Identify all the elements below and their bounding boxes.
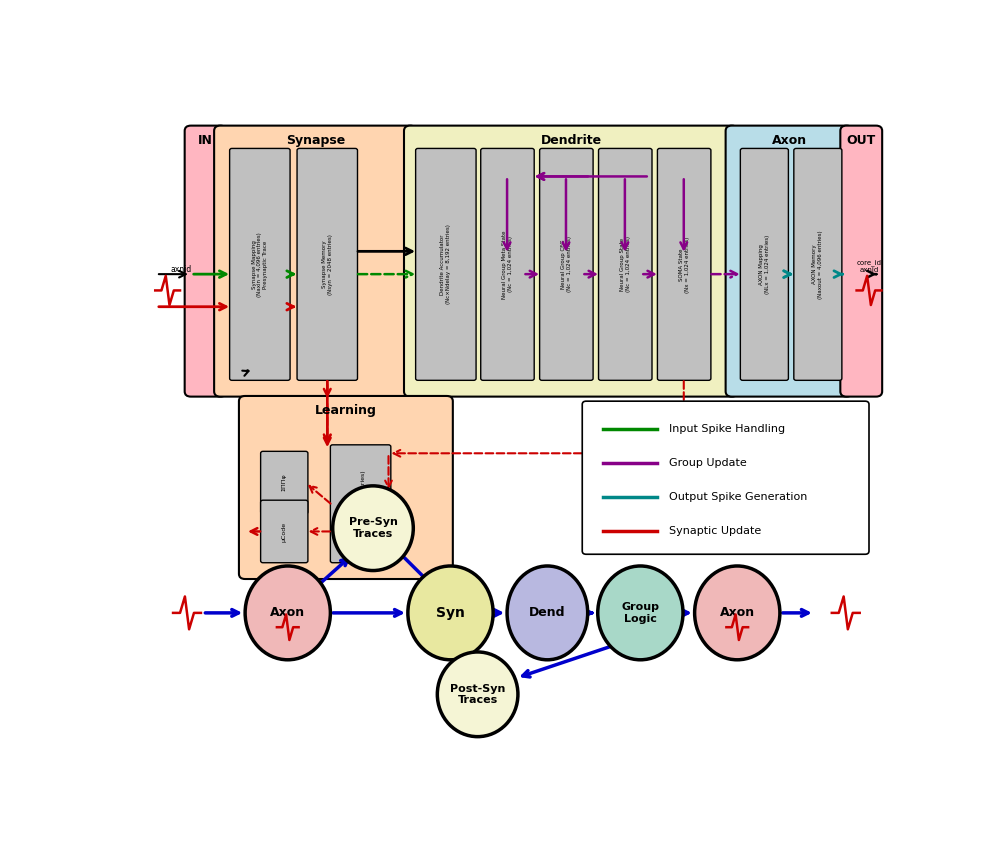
Text: Dend: Dend <box>529 607 566 619</box>
Text: Axon: Axon <box>772 135 807 147</box>
FancyBboxPatch shape <box>330 445 391 563</box>
FancyBboxPatch shape <box>416 148 476 381</box>
Text: Dendrite: Dendrite <box>540 135 602 147</box>
Text: OUT: OUT <box>847 135 876 147</box>
Text: Axon: Axon <box>270 607 305 619</box>
Text: Neural Group Meta State
(Nc = 1,024 entries): Neural Group Meta State (Nc = 1,024 entr… <box>502 230 513 299</box>
Text: Neural Group State
(Nc = 1,024 entries): Neural Group State (Nc = 1,024 entries) <box>620 236 631 293</box>
Text: core_id
axnid: core_id axnid <box>856 259 882 272</box>
FancyBboxPatch shape <box>261 451 308 514</box>
FancyBboxPatch shape <box>840 125 882 397</box>
FancyBboxPatch shape <box>540 148 593 381</box>
FancyBboxPatch shape <box>726 125 853 397</box>
Text: IN: IN <box>198 135 213 147</box>
FancyBboxPatch shape <box>230 148 290 381</box>
FancyBboxPatch shape <box>239 396 453 579</box>
FancyBboxPatch shape <box>657 148 711 381</box>
Ellipse shape <box>437 652 518 737</box>
Text: ΣΠΠφ: ΣΠΠφ <box>282 474 287 492</box>
FancyBboxPatch shape <box>185 125 227 397</box>
Text: Synapse Memory
(Nsyn = 2048 entries): Synapse Memory (Nsyn = 2048 entries) <box>322 234 333 294</box>
Text: Synaptic Update: Synaptic Update <box>669 526 761 536</box>
FancyBboxPatch shape <box>261 500 308 563</box>
Ellipse shape <box>408 566 493 660</box>
Text: Pre-Syn
Traces: Pre-Syn Traces <box>349 518 397 539</box>
Text: Syn: Syn <box>436 606 465 620</box>
Text: Output Spike Generation: Output Spike Generation <box>669 492 807 502</box>
FancyBboxPatch shape <box>599 148 652 381</box>
Ellipse shape <box>245 566 330 660</box>
FancyBboxPatch shape <box>481 148 534 381</box>
Text: Post Trace
(Ncx = 1,024 entries): Post Trace (Ncx = 1,024 entries) <box>355 470 366 537</box>
FancyBboxPatch shape <box>297 148 358 381</box>
FancyBboxPatch shape <box>214 125 416 397</box>
FancyBboxPatch shape <box>582 401 869 554</box>
Text: SOMA State
(Nx = 1,024 entries): SOMA State (Nx = 1,024 entries) <box>679 236 690 293</box>
Text: Dendrite Accumulator
(Nc×Ndelay = 8,192 entries): Dendrite Accumulator (Nc×Ndelay = 8,192 … <box>440 224 451 305</box>
Text: Input Spike Handling: Input Spike Handling <box>669 424 785 434</box>
Text: Neural Group CFG
(Nc = 1,024 entries): Neural Group CFG (Nc = 1,024 entries) <box>561 236 572 293</box>
Text: Axon: Axon <box>720 607 755 619</box>
Text: Synapse Mapping
(Naxin = 4,096 entries)
Presynaptic Trace: Synapse Mapping (Naxin = 4,096 entries) … <box>252 232 268 297</box>
Text: μCode: μCode <box>282 521 287 541</box>
FancyBboxPatch shape <box>794 148 842 381</box>
Text: Group Update: Group Update <box>669 458 747 468</box>
Text: Post-Syn
Traces: Post-Syn Traces <box>450 684 505 705</box>
Ellipse shape <box>333 486 413 570</box>
Text: AXON Mapping
(NLx = 1,024 entries): AXON Mapping (NLx = 1,024 entries) <box>759 234 770 294</box>
Text: axnid: axnid <box>170 265 191 274</box>
Text: Synapse: Synapse <box>286 135 345 147</box>
Text: AXON Memory
(Naxout = 4,096 entries): AXON Memory (Naxout = 4,096 entries) <box>812 230 823 299</box>
FancyBboxPatch shape <box>404 125 738 397</box>
FancyBboxPatch shape <box>740 148 788 381</box>
Ellipse shape <box>695 566 780 660</box>
Ellipse shape <box>507 566 588 660</box>
Text: Learning: Learning <box>315 404 377 417</box>
Text: Group
Logic: Group Logic <box>621 602 659 624</box>
Ellipse shape <box>598 566 683 660</box>
